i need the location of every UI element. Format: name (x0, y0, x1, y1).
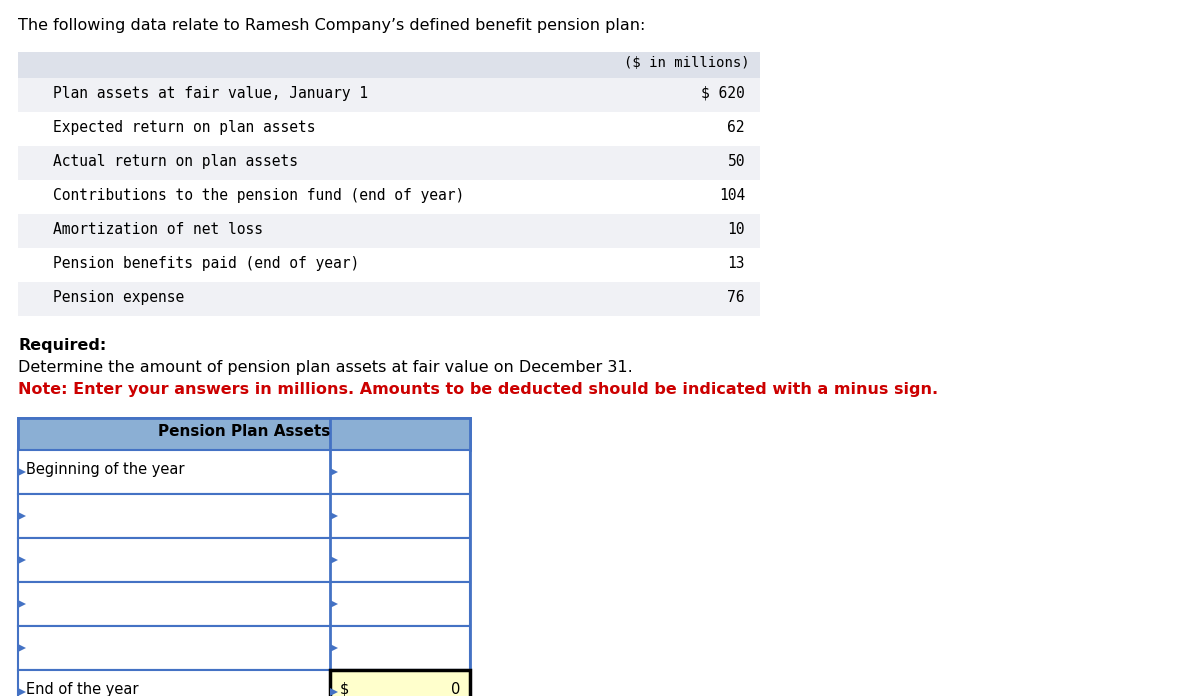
Text: Pension Plan Assets: Pension Plan Assets (158, 424, 330, 439)
Bar (18, 112, 760, 146)
Text: Plan assets at fair value, January 1: Plan assets at fair value, January 1 (53, 86, 368, 101)
Bar (18, 52, 760, 78)
Polygon shape (18, 468, 26, 476)
Polygon shape (330, 644, 338, 652)
Polygon shape (330, 600, 338, 608)
Text: 76: 76 (727, 290, 745, 305)
Text: $ 620: $ 620 (701, 86, 745, 101)
Text: ($ in millions): ($ in millions) (624, 56, 750, 70)
Polygon shape (18, 644, 26, 652)
Text: 10: 10 (727, 222, 745, 237)
Text: 62: 62 (727, 120, 745, 135)
Text: End of the year: End of the year (26, 682, 138, 696)
Polygon shape (18, 688, 26, 696)
Text: Beginning of the year: Beginning of the year (26, 462, 185, 477)
Bar (18, 494, 470, 538)
Polygon shape (18, 512, 26, 520)
Text: The following data relate to Ramesh Company’s defined benefit pension plan:: The following data relate to Ramesh Comp… (18, 18, 646, 33)
Bar (18, 538, 470, 582)
Polygon shape (18, 556, 26, 564)
Text: $: $ (340, 682, 349, 696)
Polygon shape (330, 556, 338, 564)
Bar (330, 670, 470, 696)
Text: Expected return on plan assets: Expected return on plan assets (53, 120, 316, 135)
Text: Determine the amount of pension plan assets at fair value on December 31.: Determine the amount of pension plan ass… (18, 360, 632, 375)
Polygon shape (330, 512, 338, 520)
Polygon shape (330, 688, 338, 696)
Bar (18, 248, 760, 282)
Bar (18, 78, 760, 112)
Bar (18, 418, 470, 450)
Text: Pension expense: Pension expense (53, 290, 185, 305)
Text: Pension benefits paid (end of year): Pension benefits paid (end of year) (53, 256, 359, 271)
Text: 104: 104 (719, 188, 745, 203)
Text: 13: 13 (727, 256, 745, 271)
Polygon shape (18, 600, 26, 608)
Bar (18, 282, 760, 316)
Text: Note: Enter your answers in millions. Amounts to be deducted should be indicated: Note: Enter your answers in millions. Am… (18, 382, 938, 397)
Text: Required:: Required: (18, 338, 107, 353)
Bar (18, 146, 760, 180)
Bar (18, 180, 760, 214)
Bar (18, 418, 470, 696)
Text: Contributions to the pension fund (end of year): Contributions to the pension fund (end o… (53, 188, 464, 203)
Text: Actual return on plan assets: Actual return on plan assets (53, 154, 298, 169)
Bar (18, 214, 760, 248)
Polygon shape (330, 468, 338, 476)
Bar (18, 450, 470, 494)
Bar (18, 670, 470, 696)
Text: 50: 50 (727, 154, 745, 169)
Bar (18, 582, 470, 626)
Bar (18, 626, 470, 670)
Text: 0: 0 (451, 682, 460, 696)
Text: Amortization of net loss: Amortization of net loss (53, 222, 263, 237)
